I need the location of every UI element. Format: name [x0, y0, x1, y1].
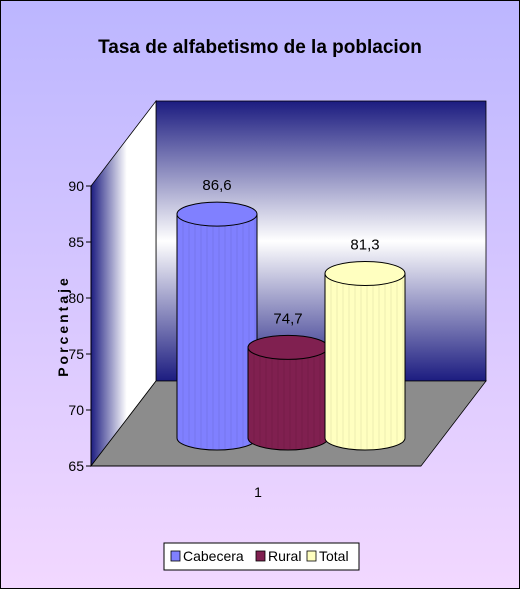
- bar-rural: 74,7: [247, 310, 329, 451]
- bar-top: [324, 260, 406, 286]
- data-label-rural: 74,7: [273, 310, 302, 327]
- bars-group: 86,6 74,7 81,3: [176, 177, 406, 451]
- y-tick-label: 90: [68, 178, 84, 194]
- y-axis: 65 70 75 80 85 90: [68, 178, 92, 474]
- bar-top: [176, 201, 258, 227]
- legend-swatch-rural: [255, 550, 266, 562]
- chart-title: Tasa de alfabetismo de la poblacion: [98, 37, 422, 58]
- legend-label-total: Total: [319, 548, 349, 564]
- data-label-cabecera: 86,6: [202, 177, 231, 194]
- legend-label-rural: Rural: [268, 548, 301, 564]
- bar-cabecera: 86,6: [176, 177, 258, 451]
- bar-total: 81,3: [324, 236, 406, 451]
- y-tick-label: 75: [68, 346, 84, 362]
- legend-label-cabecera: Cabecera: [183, 548, 244, 564]
- data-label-total: 81,3: [350, 236, 379, 253]
- y-tick-label: 65: [68, 458, 84, 474]
- y-tick-label: 85: [68, 234, 84, 250]
- y-tick-label: 70: [68, 402, 84, 418]
- y-tick-label: 80: [68, 290, 84, 306]
- bar-top: [247, 334, 329, 360]
- legend-swatch-cabecera: [170, 550, 181, 562]
- y-axis-title: Porcentaje: [55, 275, 71, 377]
- legend-swatch-total: [306, 550, 317, 562]
- x-category-label: 1: [254, 484, 262, 500]
- legend: Cabecera Rural Total: [163, 542, 360, 571]
